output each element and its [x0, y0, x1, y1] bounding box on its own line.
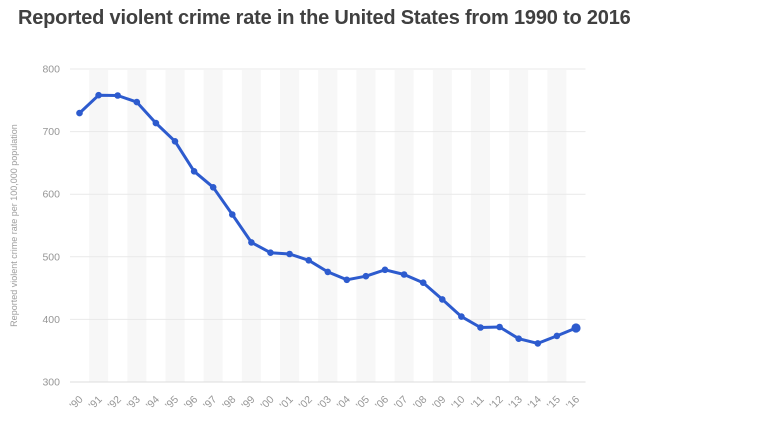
background-stripe — [432, 70, 452, 382]
data-point[interactable] — [76, 109, 83, 117]
background-stripe — [203, 70, 223, 382]
y-tick-label: 500 — [42, 251, 60, 263]
background-stripe — [127, 70, 147, 382]
y-tick-label: 600 — [42, 189, 60, 201]
y-tick-label: 400 — [42, 314, 60, 326]
background-stripe — [509, 70, 529, 382]
data-point[interactable] — [248, 239, 255, 246]
x-tick-label: '11 — [469, 394, 487, 412]
x-tick-label: '02 — [297, 394, 315, 412]
data-point[interactable] — [324, 268, 332, 276]
x-tick-label: '01 — [278, 394, 296, 412]
x-tick-label: '93 — [125, 394, 143, 412]
data-point[interactable] — [229, 211, 236, 218]
x-tick-label: '14 — [526, 394, 544, 412]
background-stripe — [89, 70, 109, 382]
x-tick-label: '92 — [106, 394, 124, 412]
data-point[interactable] — [400, 271, 408, 278]
data-point[interactable] — [553, 332, 561, 340]
x-tick-label: '13 — [507, 394, 525, 412]
data-point[interactable] — [133, 98, 141, 106]
x-tick-label: '08 — [411, 394, 429, 412]
x-tick-label: '97 — [201, 394, 219, 412]
data-point[interactable] — [95, 91, 102, 99]
chart-title: Reported violent crime rate in the Unite… — [18, 7, 631, 29]
background-stripe — [165, 70, 185, 382]
background-stripe — [470, 70, 490, 382]
data-point[interactable] — [362, 272, 370, 280]
x-tick-label: '90 — [67, 394, 85, 412]
data-point[interactable] — [305, 257, 313, 264]
x-tick-label: '95 — [163, 394, 181, 412]
data-point[interactable] — [209, 184, 217, 191]
data-point[interactable] — [267, 249, 274, 256]
background-stripe — [318, 70, 338, 382]
x-tick-label: '91 — [87, 394, 105, 412]
x-tick-label: '03 — [316, 394, 334, 412]
data-point[interactable] — [496, 323, 503, 331]
data-point[interactable] — [171, 138, 179, 145]
x-tick-label: '96 — [182, 394, 200, 412]
background-stripe — [394, 70, 414, 382]
x-tick-label: '98 — [220, 394, 238, 412]
x-tick-label: '12 — [488, 394, 506, 412]
y-tick-label: 300 — [42, 377, 60, 389]
data-point[interactable] — [571, 323, 581, 333]
y-axis-label: Reported violent crime rate per 100,000 … — [9, 124, 19, 327]
data-point[interactable] — [343, 276, 351, 284]
x-tick-label: '16 — [564, 394, 582, 412]
data-point[interactable] — [286, 250, 293, 258]
data-point[interactable] — [515, 335, 522, 343]
y-tick-label: 800 — [42, 64, 60, 76]
background-stripe — [547, 70, 567, 382]
x-tick-label: '15 — [545, 394, 563, 412]
background-stripe — [280, 70, 300, 382]
x-tick-label: '10 — [449, 394, 467, 412]
x-tick-label: '07 — [392, 394, 410, 412]
x-tick-label: '00 — [258, 394, 276, 412]
x-tick-label: '99 — [239, 394, 257, 412]
data-point[interactable] — [439, 296, 446, 303]
background-stripe — [241, 70, 261, 382]
data-point[interactable] — [152, 119, 160, 127]
x-tick-label: '94 — [144, 394, 162, 412]
y-tick-label: 700 — [42, 126, 60, 138]
x-tick-label: '05 — [354, 394, 372, 412]
background-stripe — [356, 70, 376, 382]
data-point[interactable] — [477, 324, 484, 331]
data-point[interactable] — [190, 168, 198, 175]
x-tick-label: '04 — [335, 394, 353, 412]
data-point[interactable] — [458, 313, 465, 320]
data-point[interactable] — [381, 266, 389, 274]
data-point[interactable] — [534, 340, 542, 347]
data-point[interactable] — [114, 92, 121, 99]
x-tick-label: '06 — [373, 394, 391, 412]
data-point[interactable] — [419, 279, 427, 287]
x-tick-label: '09 — [430, 394, 448, 412]
